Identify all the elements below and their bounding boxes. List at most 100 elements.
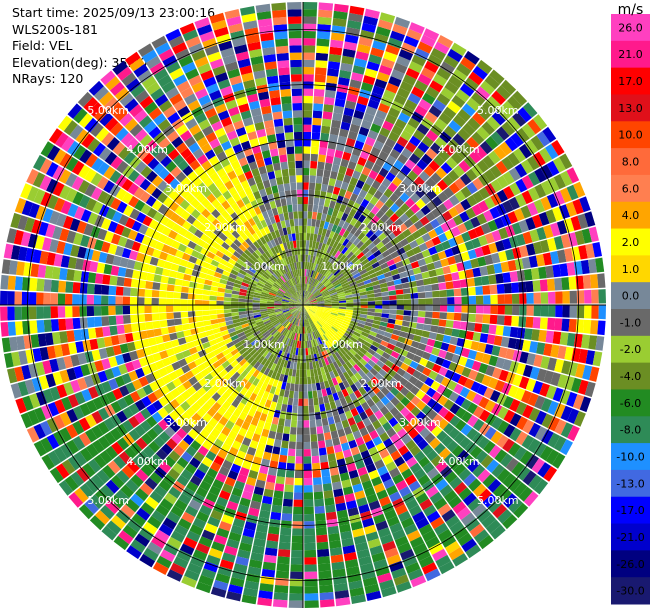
range-gate [362,226,371,235]
range-gate [366,398,376,408]
range-gate [346,369,354,378]
range-gate [194,299,203,305]
range-gate [296,305,303,309]
range-gate [438,561,455,575]
range-gate [370,47,385,58]
range-gate [218,184,228,195]
range-gate [244,414,254,424]
range-gate [72,420,85,435]
range-gate [131,359,142,370]
range-gate [452,69,468,83]
range-gate [187,305,195,311]
range-gate [136,348,146,359]
range-gate [400,396,411,407]
range-gate [351,287,359,292]
range-gate [282,308,290,312]
range-gate [247,193,256,203]
range-gate [355,262,364,270]
range-gate [280,527,292,536]
range-gate [388,314,397,320]
range-gate [361,344,370,352]
range-gate [7,275,16,290]
range-gate [31,377,43,392]
range-gate [332,267,339,275]
range-gate [534,426,548,441]
range-gate [420,182,432,194]
range-gate [299,269,302,277]
range-gate [289,307,297,311]
range-gate [10,383,22,399]
range-gate [329,467,339,476]
range-gate [369,367,379,376]
range-gate [449,520,465,535]
range-gate [293,310,299,317]
range-gate [271,504,282,514]
range-gate [284,124,293,133]
range-gate [49,358,60,373]
range-gate [315,294,323,299]
range-gate [111,211,123,223]
range-gate [275,570,289,579]
range-gate [154,529,170,543]
range-gate [289,434,297,442]
range-gate [353,343,362,351]
range-gate [203,76,217,88]
range-gate [306,311,310,319]
range-gate [365,176,375,186]
range-gate [364,192,374,202]
range-gate [190,209,201,219]
range-gate [65,424,79,439]
range-gate [240,369,249,378]
range-gate [452,114,467,128]
range-gate [76,467,90,483]
range-gate [466,402,478,415]
range-gate [258,135,268,145]
range-gate [121,178,134,192]
range-gate [352,296,361,300]
range-gate [405,401,416,412]
range-gate [221,381,231,391]
range-gate [259,300,268,304]
range-gate [352,528,365,538]
range-gate [185,445,197,457]
range-gate [277,60,290,69]
range-gate [351,290,360,295]
range-gate [224,476,236,487]
range-gate [324,341,331,349]
range-gate [341,345,349,353]
range-gate [310,301,318,304]
range-gate [409,462,422,474]
range-gate [204,279,213,286]
range-gate [303,59,315,68]
range-gate [290,270,294,279]
range-gate [180,411,191,423]
range-gate [303,146,311,154]
range-gate [65,188,78,203]
range-gate [72,317,81,330]
range-gate [248,235,256,244]
range-gate [307,284,311,292]
range-gate [226,324,235,330]
range-gate [488,444,502,459]
range-gate [284,234,290,243]
range-gate [319,584,334,594]
range-gate [235,328,244,335]
range-gate [196,407,207,418]
range-gate [313,233,318,242]
range-gate [159,385,170,396]
range-gate [327,379,334,388]
range-gate [73,365,84,379]
range-gate [566,332,576,347]
range-gate [299,319,302,327]
range-gate [303,377,308,385]
range-gate [354,163,364,173]
range-gate [290,189,297,198]
range-gate [256,363,264,372]
range-gate [332,353,339,362]
range-gate [585,350,596,365]
range-gate [315,293,322,298]
range-gate [265,186,273,196]
range-gate [552,331,562,345]
range-gate [421,271,430,279]
range-gate [324,306,332,308]
